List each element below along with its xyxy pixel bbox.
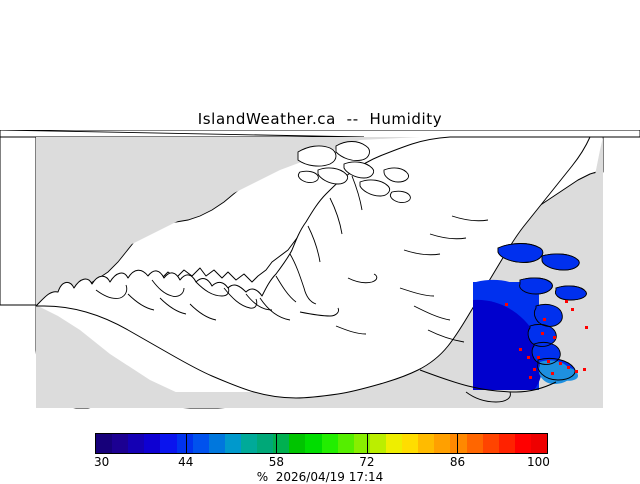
colorbar-segment-9 xyxy=(240,434,258,453)
colorbar-segment-5 xyxy=(176,434,193,453)
colorbar-segment-8 xyxy=(224,434,241,453)
colorbar-segment-7 xyxy=(208,434,225,453)
page-title: IslandWeather.ca -- Humidity xyxy=(197,110,443,128)
colorbar-segment-6 xyxy=(192,434,209,453)
station-marker xyxy=(565,300,568,303)
colorbar-tick-label-58: 58 xyxy=(268,455,284,469)
island-body xyxy=(35,136,591,399)
colorbar-tick-line-44 xyxy=(185,433,187,454)
colorbar-tick-label-30: 30 xyxy=(94,455,110,469)
colorbar-segment-15 xyxy=(337,434,354,453)
colorbar-segment-3 xyxy=(144,434,161,453)
colorbar-segment-23 xyxy=(466,434,483,453)
station-marker xyxy=(559,362,562,365)
station-marker xyxy=(527,356,530,359)
colorbar-segment-1 xyxy=(112,434,129,453)
northern-islets xyxy=(297,141,411,203)
colorbar-tick-label-44: 44 xyxy=(178,455,194,469)
humidity-core-blob xyxy=(473,299,543,390)
colorbar-segment-18 xyxy=(385,434,403,453)
colorbar-segment-25 xyxy=(498,434,515,453)
station-marker xyxy=(583,368,586,371)
south-coast-line xyxy=(419,369,557,393)
colorbar-segment-17 xyxy=(369,434,386,453)
station-marker xyxy=(543,318,546,321)
colorbar-segment-19 xyxy=(402,434,419,453)
colorbar-tick-line-86 xyxy=(457,433,459,454)
ocean-wedge-northeast xyxy=(420,137,603,408)
ocean-overlay-trim xyxy=(440,390,603,408)
station-marker xyxy=(537,356,540,359)
colorbar-segment-13 xyxy=(305,434,322,453)
colorbar-segment-11 xyxy=(273,434,290,453)
colorbar-legend: 30 44 58 72 86 100 % 2026/04/19 17:14 xyxy=(0,425,640,484)
colorbar-tick-line-58 xyxy=(276,433,278,454)
colorbar-segment-20 xyxy=(418,434,435,453)
overlay-coastline xyxy=(497,243,587,381)
colorbar-segment-24 xyxy=(482,434,499,453)
colorbar-segment-10 xyxy=(257,434,274,453)
ocean-wedge-northwest xyxy=(36,137,420,305)
station-marker xyxy=(571,308,574,311)
colorbar-tick-label-100: 100 xyxy=(527,455,550,469)
station-marker xyxy=(529,376,532,379)
colorbar-segment-14 xyxy=(321,434,338,453)
map-canvas xyxy=(0,130,640,409)
colorbar-segment-26 xyxy=(514,434,531,453)
station-marker xyxy=(505,303,508,306)
colorbar-segment-12 xyxy=(289,434,306,453)
sooke-basin-line xyxy=(465,391,511,403)
station-marker xyxy=(519,348,522,351)
ocean-wedge-southwest xyxy=(36,305,210,408)
colorbar-tick-label-86: 86 xyxy=(449,455,466,469)
ocean-trim-southeast xyxy=(440,390,603,408)
station-marker xyxy=(567,366,570,369)
inlet-lines xyxy=(95,175,489,343)
map-panel xyxy=(0,130,640,415)
station-marker xyxy=(541,332,544,335)
colorbar-segment-2 xyxy=(128,434,145,453)
station-marker xyxy=(547,360,550,363)
colorbar-segment-16 xyxy=(353,434,370,453)
humidity-highlight-patch-2 xyxy=(556,367,578,381)
station-marker xyxy=(553,336,556,339)
colorbar-tick-label-72: 72 xyxy=(359,455,375,469)
colorbar-caption: % 2026/04/19 17:14 xyxy=(256,470,384,484)
station-marker xyxy=(551,372,554,375)
station-markers xyxy=(505,300,588,379)
humidity-data-overlay xyxy=(473,243,587,390)
station-marker xyxy=(533,368,536,371)
colorbar-segment-22 xyxy=(450,434,467,453)
colorbar-segment-4 xyxy=(160,434,177,453)
colorbar-tick-line-72 xyxy=(366,433,368,454)
colorbar-segment-27 xyxy=(530,434,548,453)
station-marker xyxy=(575,370,578,373)
colorbar-segment-0 xyxy=(96,434,113,453)
colorbar-segment-21 xyxy=(434,434,451,453)
station-marker xyxy=(585,326,588,329)
colorbar[interactable] xyxy=(95,433,548,454)
